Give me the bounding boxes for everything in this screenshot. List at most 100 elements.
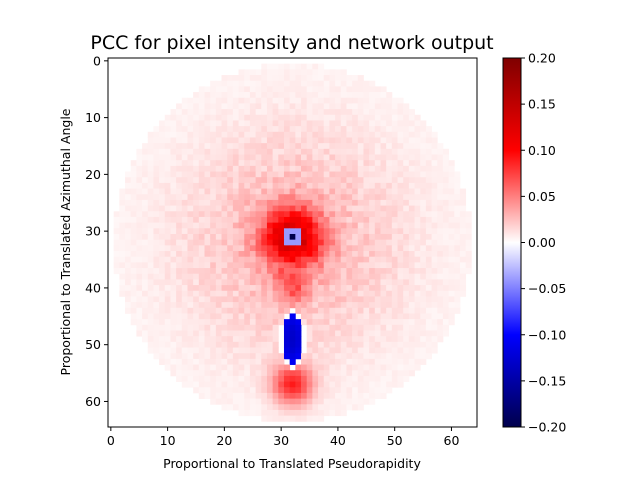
heatmap-cell xyxy=(312,256,319,263)
heatmap-cell xyxy=(215,171,222,178)
heatmap-cell xyxy=(249,103,256,110)
heatmap-cell xyxy=(176,165,183,172)
heatmap-cell xyxy=(164,273,171,280)
heatmap-cell xyxy=(147,251,154,258)
heatmap-cell xyxy=(255,205,262,212)
heatmap-cell xyxy=(266,239,274,246)
heatmap-cell xyxy=(255,177,262,184)
heatmap-cell xyxy=(408,279,415,286)
heatmap-cell xyxy=(295,182,302,189)
heatmap-cell xyxy=(459,211,467,218)
heatmap-cell xyxy=(318,370,325,377)
heatmap-cell xyxy=(164,199,171,206)
heatmap-cell xyxy=(136,302,143,309)
heatmap-cell xyxy=(238,109,245,116)
heatmap-cell xyxy=(249,251,256,258)
heatmap-cell xyxy=(363,239,370,246)
heatmap-cell xyxy=(142,302,149,309)
heatmap-cell xyxy=(335,239,342,246)
heatmap-cell xyxy=(380,154,387,161)
heatmap-cell xyxy=(374,290,381,297)
heatmap-cell xyxy=(318,313,325,320)
heatmap-cell xyxy=(437,233,444,241)
heatmap-cell xyxy=(147,268,154,275)
heatmap-cell xyxy=(153,239,160,246)
heatmap-cell xyxy=(363,251,370,258)
heatmap-cell xyxy=(408,341,415,348)
heatmap-cell xyxy=(153,302,160,309)
heatmap-cell xyxy=(238,313,245,320)
heatmap-cell xyxy=(227,387,234,394)
heatmap-cell xyxy=(408,353,415,360)
heatmap-cell xyxy=(329,126,336,133)
heatmap-cell xyxy=(244,97,251,104)
heatmap-cell xyxy=(215,387,222,394)
heatmap-cell xyxy=(215,120,222,127)
heatmap-cell xyxy=(391,126,398,133)
heatmap-cell xyxy=(397,375,404,382)
heatmap-cell xyxy=(329,375,336,382)
heatmap-cell xyxy=(164,126,171,133)
heatmap-cell xyxy=(301,375,308,382)
heatmap-cell xyxy=(437,319,444,326)
heatmap-cell xyxy=(312,216,319,224)
heatmap-cell xyxy=(249,296,256,303)
heatmap-cell xyxy=(142,239,149,246)
heatmap-cell xyxy=(425,171,432,178)
heatmap-cell xyxy=(391,131,398,138)
heatmap-cell xyxy=(187,364,194,371)
heatmap-cell xyxy=(164,358,171,365)
heatmap-cell xyxy=(244,143,251,150)
heatmap-cell xyxy=(454,273,461,280)
heatmap-cell xyxy=(266,302,274,309)
heatmap-cell xyxy=(301,409,308,417)
heatmap-cell xyxy=(437,302,444,309)
heatmap-cell xyxy=(119,268,126,275)
heatmap-cell xyxy=(403,148,410,155)
heatmap-cell xyxy=(431,296,438,303)
heatmap-cell xyxy=(425,131,432,138)
heatmap-cell xyxy=(130,319,137,326)
heatmap-cell xyxy=(301,194,308,201)
heatmap-cell xyxy=(255,273,262,280)
heatmap-cell xyxy=(164,251,171,258)
heatmap-cell xyxy=(215,222,222,229)
heatmap-cell xyxy=(369,143,376,150)
heatmap-cell xyxy=(414,177,421,184)
heatmap-cell xyxy=(164,154,171,161)
heatmap-cell xyxy=(437,211,444,218)
heatmap-cell xyxy=(119,251,126,258)
heatmap-cell xyxy=(187,262,194,269)
heatmap-cell xyxy=(244,296,251,303)
heatmap-cell xyxy=(380,370,387,377)
heatmap-cell xyxy=(283,86,291,93)
heatmap-cell xyxy=(459,188,467,195)
heatmap-cell xyxy=(193,336,200,343)
heatmap-cell xyxy=(142,199,149,206)
heatmap-cell xyxy=(136,171,143,178)
heatmap-cell xyxy=(170,330,177,337)
heatmap-cell xyxy=(352,324,359,331)
heatmap-cell xyxy=(238,222,245,229)
heatmap-cell xyxy=(272,92,279,99)
heatmap-cell xyxy=(306,137,313,144)
heatmap-cell xyxy=(215,233,222,241)
heatmap-cell xyxy=(210,171,217,178)
heatmap-cell xyxy=(193,307,200,314)
heatmap-cell xyxy=(357,103,364,110)
heatmap-cell xyxy=(352,279,359,286)
heatmap-cell xyxy=(357,109,364,116)
heatmap-cell xyxy=(352,347,359,354)
heatmap-cell xyxy=(238,160,245,167)
heatmap-cell xyxy=(363,165,370,172)
heatmap-cell xyxy=(142,262,149,269)
heatmap-cell xyxy=(425,177,432,184)
heatmap-cell xyxy=(227,330,234,337)
heatmap-cell xyxy=(176,375,183,382)
heatmap-cell xyxy=(301,86,308,93)
heatmap-cell xyxy=(249,188,256,195)
heatmap-cell xyxy=(318,324,325,331)
heatmap-cell xyxy=(363,358,370,365)
heatmap-cell xyxy=(340,313,347,320)
